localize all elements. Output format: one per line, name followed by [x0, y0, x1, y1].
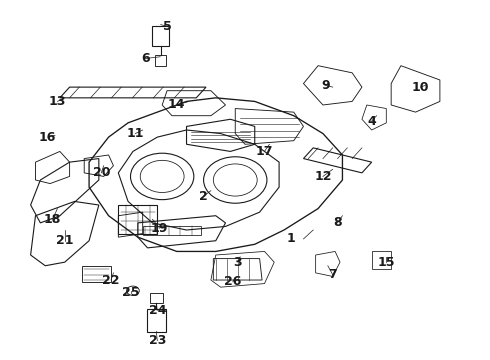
Text: 12: 12 — [314, 170, 332, 183]
Text: 18: 18 — [44, 213, 61, 226]
Text: 13: 13 — [49, 95, 66, 108]
Text: 19: 19 — [151, 222, 169, 235]
Text: 11: 11 — [126, 127, 144, 140]
Text: 16: 16 — [39, 131, 56, 144]
Text: 20: 20 — [93, 166, 110, 179]
Bar — [152, 26, 170, 46]
Text: 7: 7 — [328, 268, 337, 281]
Text: 6: 6 — [141, 52, 149, 65]
Text: 2: 2 — [199, 190, 208, 203]
Text: 21: 21 — [56, 234, 74, 247]
Text: 26: 26 — [224, 275, 242, 288]
Text: 8: 8 — [333, 216, 342, 229]
Bar — [155, 55, 166, 66]
Bar — [150, 293, 163, 303]
Text: 25: 25 — [122, 286, 139, 299]
Text: 14: 14 — [168, 99, 186, 112]
Text: 10: 10 — [412, 81, 429, 94]
Text: 15: 15 — [377, 256, 395, 269]
Text: 17: 17 — [256, 145, 273, 158]
Text: 22: 22 — [102, 274, 120, 287]
Text: 4: 4 — [368, 114, 376, 127]
Bar — [147, 309, 166, 332]
Bar — [143, 226, 201, 235]
Text: 3: 3 — [233, 256, 242, 269]
Text: 24: 24 — [148, 304, 166, 317]
Bar — [82, 266, 111, 282]
Text: 5: 5 — [163, 20, 172, 33]
Text: 1: 1 — [287, 233, 295, 246]
Text: 23: 23 — [148, 334, 166, 347]
Text: 9: 9 — [321, 79, 330, 92]
